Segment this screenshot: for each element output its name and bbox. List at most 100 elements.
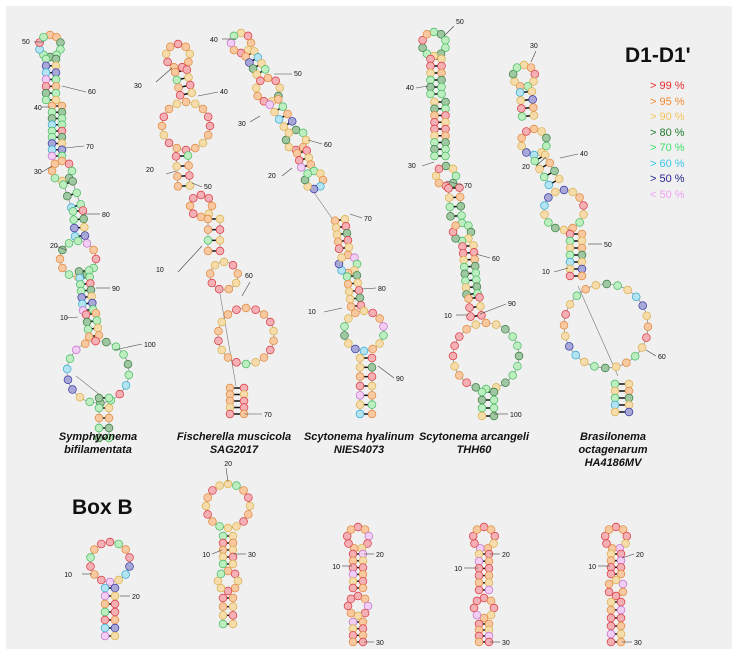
s4-nucleotide	[437, 89, 446, 99]
s2-nucleotide	[232, 305, 241, 314]
s4-nucleotide	[477, 411, 487, 421]
s4-nucleotide	[429, 27, 439, 37]
s5-nucleotide	[516, 96, 525, 105]
s2-nucleotide	[219, 257, 229, 267]
s4-nucleotide	[434, 178, 444, 188]
s3-nucleotide	[275, 83, 285, 93]
s1-position-label: 90	[112, 286, 120, 293]
s1-nucleotide	[64, 239, 74, 248]
s4-nucleotide	[489, 411, 499, 421]
s3-nucleotide	[261, 65, 270, 74]
s3-position-label: 40	[210, 37, 218, 44]
b1-nucleotide	[100, 623, 110, 633]
b3-nucleotide	[342, 531, 352, 541]
s1-label-tick	[55, 245, 67, 251]
b5-label-tick	[621, 553, 635, 559]
s4-structure	[418, 27, 524, 421]
s2-nucleotide	[259, 310, 269, 319]
s3-nucleotide	[229, 45, 239, 55]
b3-nucleotide	[363, 601, 373, 611]
s1-nucleotide	[78, 206, 88, 215]
s2-nucleotide	[214, 326, 223, 336]
s5-nucleotide	[600, 363, 610, 373]
s1-nucleotide	[80, 223, 89, 232]
s3-label-tick	[361, 287, 377, 290]
s3-nucleotide	[236, 28, 246, 38]
b2-label-tick	[225, 467, 229, 483]
b3-nucleotide	[363, 539, 372, 548]
s4-nucleotide	[508, 371, 517, 380]
s2-nucleotide	[185, 181, 195, 190]
s2-backbone	[187, 155, 191, 187]
s5-nucleotide	[542, 133, 551, 143]
b1-nucleotide	[105, 537, 115, 547]
s5-position-label: 60	[658, 354, 666, 361]
s5-nucleotide	[577, 229, 587, 239]
s5-position-label: 30	[530, 43, 538, 50]
s4-nucleotide	[508, 332, 517, 341]
s2-nucleotide	[181, 97, 191, 107]
s5-nucleotide	[559, 320, 569, 330]
s5-nucleotide	[565, 271, 575, 281]
s1-nucleotide	[92, 316, 102, 325]
s4-nucleotide	[471, 320, 481, 329]
s5-position-label: 50	[604, 242, 612, 249]
s5-nucleotide	[544, 218, 553, 227]
s1-nucleotide	[68, 385, 77, 394]
s3-nucleotide	[246, 38, 256, 48]
s2-nucleotide	[203, 214, 213, 224]
s4-nucleotide	[450, 341, 459, 351]
b1-nucleotide	[86, 553, 95, 562]
s2-nucleotide	[228, 261, 238, 270]
b2-structure	[201, 479, 255, 629]
s1-nucleotide	[123, 359, 133, 369]
s2-nucleotide	[203, 112, 213, 122]
s5-nucleotide	[530, 156, 540, 166]
s1-position-label: 70	[86, 144, 94, 151]
s3-nucleotide	[367, 381, 377, 391]
b5-nucleotide	[616, 621, 626, 631]
s1-label-tick	[113, 343, 143, 351]
s5-position-label: 10	[542, 269, 550, 276]
s2-nucleotide	[184, 161, 193, 170]
b1-nucleotide	[100, 631, 110, 641]
s2-label-tick	[197, 91, 219, 97]
s5-nucleotide	[559, 225, 569, 235]
s5-nucleotide	[517, 133, 526, 143]
b1-nucleotide	[86, 562, 95, 571]
s3-nucleotide	[355, 409, 365, 419]
b1-nucleotide	[90, 545, 99, 554]
s4-nucleotide	[437, 68, 446, 78]
s1-position-label: 80	[102, 212, 110, 219]
s4-position-label: 100	[510, 412, 522, 419]
s3-nucleotide	[330, 216, 340, 225]
s3-nucleotide	[367, 353, 377, 363]
s1-nucleotide	[79, 214, 88, 224]
b3-nucleotide	[360, 594, 370, 604]
identity-legend: > 99 % > 95 % > 90 % > 80 % > 70 % > 60 …	[650, 79, 710, 203]
b2-nucleotide	[218, 545, 228, 555]
b2-nucleotide	[228, 602, 238, 611]
s4-nucleotide	[436, 30, 446, 39]
b2-nucleotide	[203, 493, 212, 502]
s4-nucleotide	[455, 371, 464, 380]
s5-nucleotide	[565, 236, 575, 246]
s5-position-label: 20	[522, 164, 530, 171]
s1-nucleotide	[47, 151, 57, 161]
b2-nucleotide	[213, 576, 223, 586]
s5-nucleotide	[508, 69, 518, 79]
s5-label-tick	[645, 349, 657, 357]
s3-nucleotide	[367, 409, 377, 419]
s2-label-tick	[191, 182, 203, 188]
b5-nucleotide	[616, 569, 626, 579]
s5-nucleotide	[551, 187, 560, 197]
s1-nucleotide	[82, 239, 92, 248]
s4-nucleotide	[448, 351, 458, 361]
s3-nucleotide	[368, 344, 377, 354]
b2-nucleotide	[218, 531, 228, 541]
s2-nucleotide	[214, 336, 223, 346]
b2-label-tick	[211, 549, 223, 555]
b2-nucleotide	[223, 586, 233, 596]
s4-position-label: 50	[456, 19, 464, 26]
s4-nucleotide	[481, 318, 491, 328]
